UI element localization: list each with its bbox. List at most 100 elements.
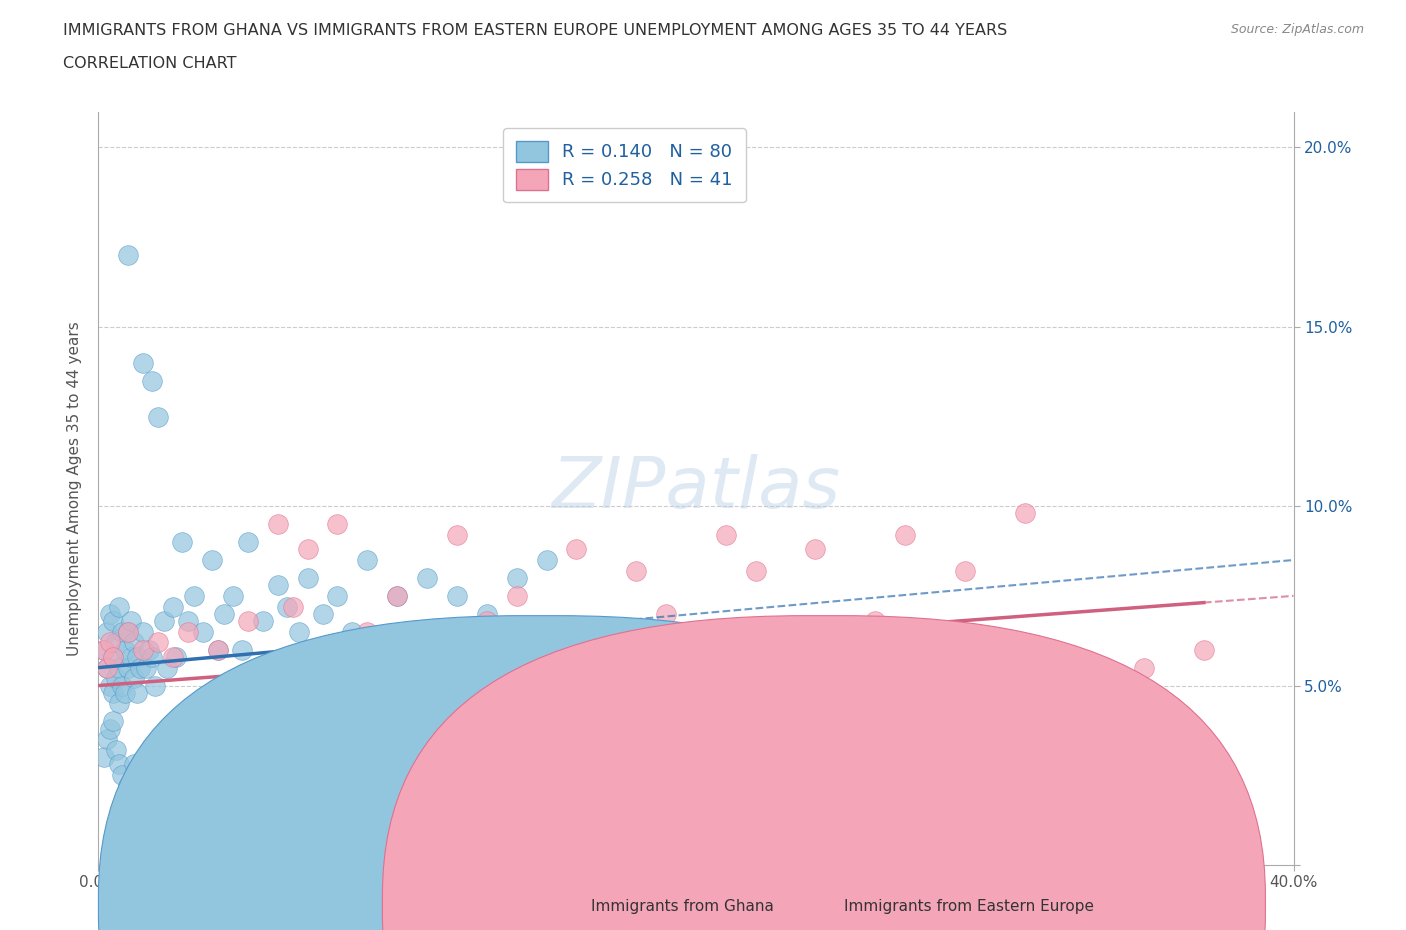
Point — [267, 517, 290, 532]
Point — [385, 589, 409, 604]
Point — [865, 614, 887, 629]
Point — [132, 355, 155, 370]
Point — [416, 570, 439, 585]
Point — [212, 606, 235, 621]
Point — [93, 750, 115, 764]
Point — [745, 564, 768, 578]
Point — [356, 624, 378, 639]
Point — [141, 373, 163, 388]
Point — [236, 535, 259, 550]
Point — [297, 570, 319, 585]
Point — [111, 678, 134, 693]
Point — [326, 517, 349, 532]
Point — [297, 542, 319, 557]
Point — [1043, 643, 1066, 658]
Point — [96, 624, 118, 639]
Point — [114, 643, 136, 658]
Point — [201, 552, 224, 567]
Text: Immigrants from Eastern Europe: Immigrants from Eastern Europe — [844, 899, 1094, 914]
Point — [105, 635, 128, 650]
Point — [385, 589, 409, 604]
Point — [117, 624, 139, 639]
Point — [132, 786, 155, 801]
Point — [124, 635, 146, 650]
Point — [984, 643, 1007, 658]
Point — [143, 678, 166, 693]
Text: IMMIGRANTS FROM GHANA VS IMMIGRANTS FROM EASTERN EUROPE UNEMPLOYMENT AMONG AGES : IMMIGRANTS FROM GHANA VS IMMIGRANTS FROM… — [63, 23, 1008, 38]
Point — [153, 614, 176, 629]
Point — [1192, 643, 1215, 658]
Point — [141, 750, 163, 764]
Point — [141, 649, 163, 664]
Point — [103, 714, 125, 729]
Point — [775, 660, 797, 675]
Point — [148, 635, 170, 650]
Point — [536, 552, 558, 567]
Legend: R = 0.140   N = 80, R = 0.258   N = 41: R = 0.140 N = 80, R = 0.258 N = 41 — [503, 128, 745, 203]
Point — [506, 589, 529, 604]
Point — [595, 624, 617, 639]
Point — [191, 624, 214, 639]
Point — [207, 643, 229, 658]
Point — [177, 624, 200, 639]
Point — [236, 614, 259, 629]
Point — [626, 564, 648, 578]
Point — [894, 527, 917, 542]
Point — [103, 614, 125, 629]
Point — [231, 643, 253, 658]
Point — [416, 624, 439, 639]
Text: Immigrants from Ghana: Immigrants from Ghana — [591, 899, 773, 914]
Point — [162, 599, 184, 614]
Point — [252, 614, 274, 629]
Point — [120, 649, 142, 664]
Point — [132, 643, 155, 658]
Point — [1133, 660, 1156, 675]
FancyBboxPatch shape — [382, 616, 1265, 930]
Point — [103, 685, 125, 700]
Point — [114, 685, 136, 700]
Point — [96, 660, 118, 675]
Point — [565, 542, 588, 557]
Point — [135, 660, 157, 675]
Point — [117, 624, 139, 639]
Point — [96, 732, 118, 747]
Point — [93, 643, 115, 658]
Point — [953, 564, 976, 578]
Point — [129, 660, 152, 675]
Point — [342, 624, 364, 639]
Point — [924, 660, 946, 675]
Point — [267, 578, 290, 592]
Point — [446, 527, 468, 542]
Point — [287, 624, 309, 639]
Point — [111, 624, 134, 639]
Point — [156, 660, 179, 675]
Point — [117, 778, 139, 793]
Point — [714, 527, 737, 542]
Point — [98, 606, 122, 621]
Point — [127, 649, 149, 664]
Point — [804, 542, 827, 557]
Point — [207, 643, 229, 658]
Point — [105, 743, 128, 758]
Point — [276, 599, 298, 614]
Point — [103, 649, 125, 664]
Point — [98, 678, 122, 693]
Point — [148, 793, 170, 808]
Point — [834, 643, 856, 658]
Point — [98, 635, 122, 650]
Point — [281, 599, 304, 614]
Point — [96, 660, 118, 675]
Point — [138, 643, 160, 658]
Point — [98, 721, 122, 736]
Point — [117, 247, 139, 262]
Point — [108, 696, 131, 711]
Text: ZIPatlas: ZIPatlas — [551, 454, 841, 523]
FancyBboxPatch shape — [98, 616, 981, 930]
Point — [311, 606, 333, 621]
Point — [222, 589, 245, 604]
Point — [685, 643, 707, 658]
Point — [475, 606, 498, 621]
Point — [655, 606, 678, 621]
Point — [105, 671, 128, 685]
Point — [124, 671, 146, 685]
